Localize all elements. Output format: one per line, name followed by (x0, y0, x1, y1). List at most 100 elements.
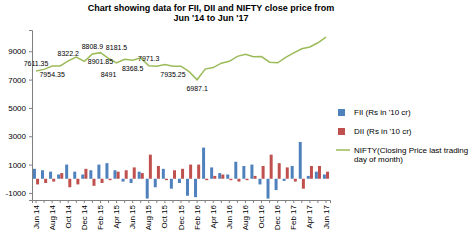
x-tick: Oct 15 (160, 200, 169, 229)
y-tick-label: 1000 (8, 161, 26, 170)
y-tick: 1000 (8, 161, 32, 170)
bar (36, 179, 39, 185)
x-tick: Oct 16 (257, 200, 266, 229)
bar (278, 163, 281, 179)
bar (186, 179, 189, 196)
bar (73, 172, 76, 179)
bar-series (36, 155, 329, 189)
x-tick: Apr 16 (209, 200, 218, 229)
data-label: 8322.2 (58, 50, 80, 57)
y-tick: 9000 (8, 47, 32, 56)
x-tick-mark (189, 200, 190, 203)
x-tick-mark (309, 200, 310, 203)
x-tick (92, 200, 93, 203)
bar (254, 176, 257, 179)
x-tick-mark (277, 200, 278, 203)
x-tick-mark (325, 200, 326, 203)
bar (49, 172, 52, 179)
bar (89, 170, 92, 179)
x-tick-label: Oct 16 (257, 204, 266, 228)
legend-item: DII (Rs in '10 cr) (338, 127, 412, 136)
data-label: 7935.25 (160, 71, 185, 78)
bar (283, 179, 286, 181)
x-tick (269, 200, 270, 203)
x-tick-mark (221, 200, 222, 203)
x-tick-mark (269, 200, 270, 203)
data-label: 8368.5 (122, 65, 144, 72)
bar (41, 170, 44, 179)
x-axis-line (33, 201, 331, 204)
bar (237, 179, 240, 182)
x-tick (317, 200, 318, 203)
title: Chart showing data for FII, DII and NIFT… (88, 3, 334, 23)
bar (114, 170, 117, 179)
bar (315, 172, 318, 179)
x-tick (237, 200, 238, 203)
bar (146, 179, 149, 199)
x-tick-mark (116, 200, 117, 203)
bar-series (33, 142, 326, 199)
x-tick-mark (197, 200, 198, 203)
x-tick-mark (253, 200, 254, 203)
x-tick (205, 200, 206, 203)
x-tick-mark (229, 200, 230, 203)
x-tick (285, 200, 286, 203)
x-tick-label: Aug 14 (48, 204, 57, 230)
x-tick: Aug 16 (241, 200, 250, 230)
x-tick-mark (76, 200, 77, 203)
legend-item: FII (Rs in '10 cr) (338, 108, 411, 117)
x-tick-mark (44, 200, 45, 203)
bar (258, 179, 261, 185)
x-tick-mark (140, 200, 141, 203)
bar (101, 179, 104, 183)
bar (299, 142, 302, 179)
text-line: day of month) (354, 155, 403, 164)
bar (302, 179, 305, 189)
legend-label: NIFTY(Closing Price last tradingday of m… (354, 146, 468, 164)
x-tick-mark (205, 200, 206, 203)
legend-swatch (336, 149, 350, 151)
legend-label: FII (Rs in '10 cr) (354, 108, 411, 117)
x-tick: Jun 17 (322, 200, 331, 229)
data-label: 7971.3 (138, 55, 160, 62)
bar (178, 179, 181, 183)
bar (267, 179, 270, 199)
bar (286, 167, 289, 178)
x-tick-mark (172, 200, 173, 203)
bar (125, 170, 128, 179)
y-tick-mark (29, 136, 32, 137)
bar (44, 179, 47, 183)
x-tick (221, 200, 222, 203)
bar (170, 179, 173, 189)
bar (138, 172, 141, 179)
text-line: Chart showing data for FII, DII and NIFT… (88, 3, 334, 13)
bar (65, 165, 68, 179)
bar (154, 179, 157, 188)
y-tick-label: 7000 (8, 76, 26, 85)
x-tick: Feb 15 (96, 200, 105, 230)
x-tick-label: Apr 15 (112, 204, 121, 228)
x-tick-label: Apr 16 (209, 204, 218, 228)
x-tick: Jun 14 (32, 200, 41, 229)
line (36, 37, 326, 80)
x-tick-label: Jun 14 (32, 204, 41, 229)
bar (294, 179, 297, 182)
bar (202, 148, 205, 179)
x-tick-mark (285, 200, 286, 203)
x-tick (301, 200, 302, 203)
x-tick: Aug 14 (48, 200, 57, 230)
plot-area (33, 37, 329, 199)
bar (165, 179, 168, 180)
bar (92, 179, 95, 186)
x-tick: Jun 15 (128, 200, 137, 229)
x-tick-mark (317, 200, 318, 203)
bar (162, 169, 165, 179)
x-tick (172, 200, 173, 203)
x-tick-mark (60, 200, 61, 203)
y-tick-label: 3000 (8, 132, 26, 141)
text-line: NIFTY(Closing Price last trading (354, 146, 468, 155)
x-tick (108, 200, 109, 203)
x-tick (60, 200, 61, 203)
y-tick-mark (29, 108, 32, 109)
x-tick-label: Jun 17 (322, 204, 331, 229)
